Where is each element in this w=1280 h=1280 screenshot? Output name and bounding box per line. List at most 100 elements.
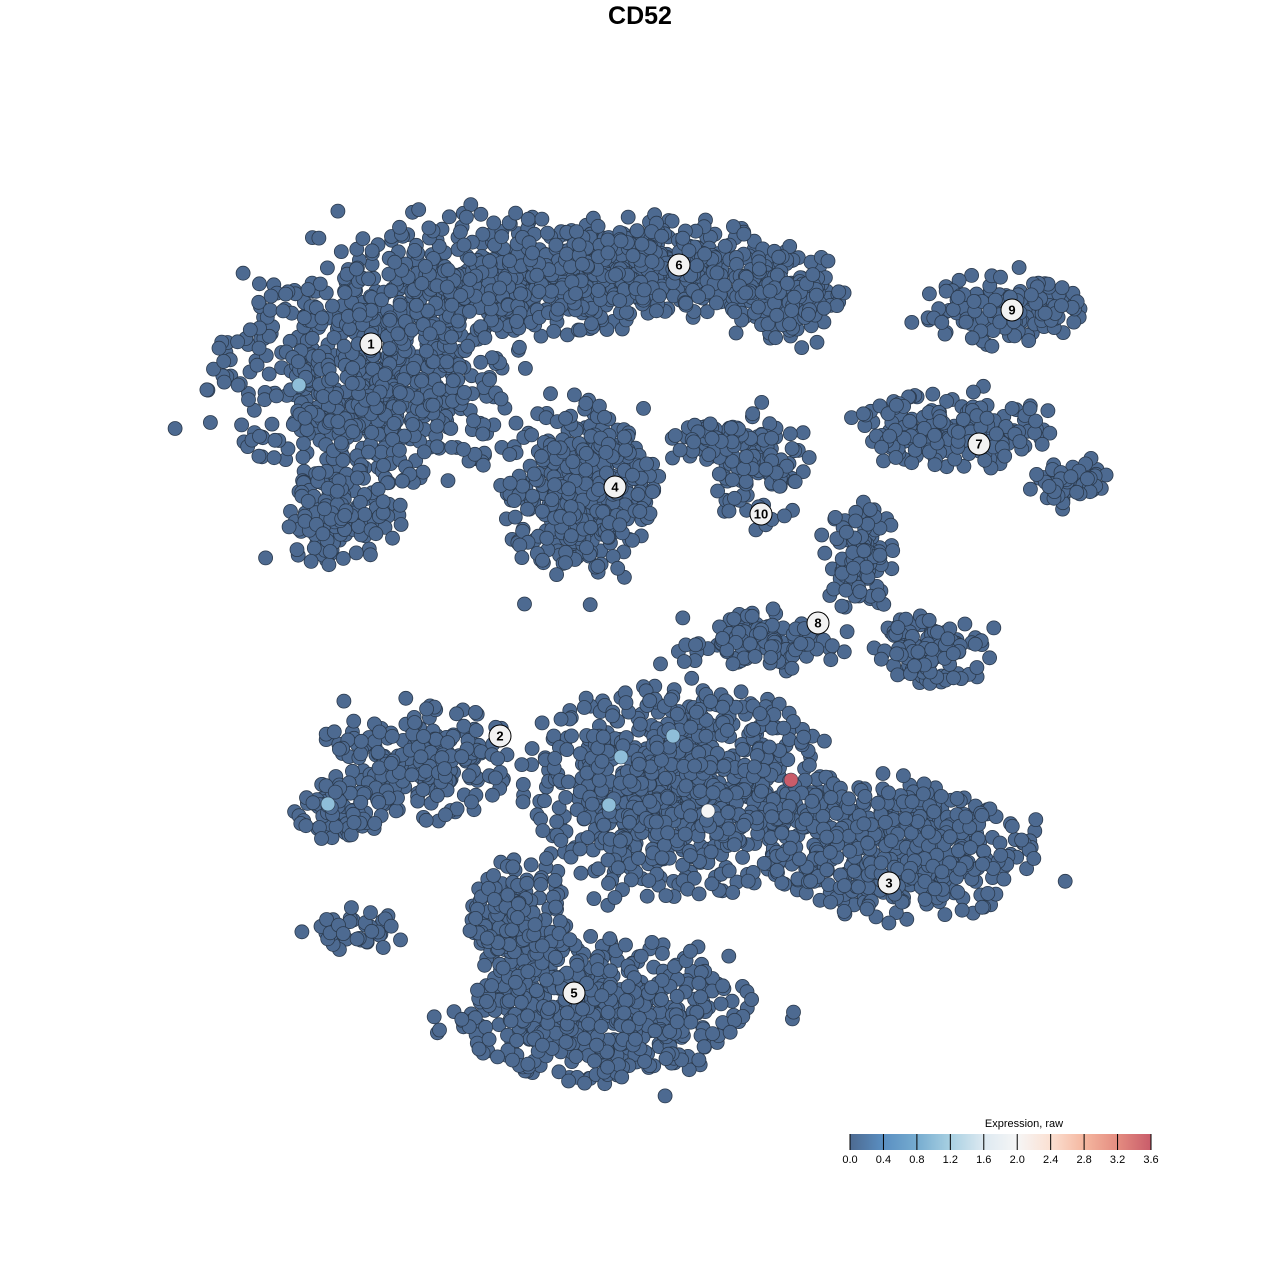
- cell-point: [407, 715, 423, 730]
- cell-point: [333, 435, 349, 451]
- cell-point: [534, 503, 550, 519]
- cell-point: [904, 314, 920, 330]
- cell-point: [754, 783, 769, 799]
- cell-point: [391, 400, 407, 416]
- cell-point: [786, 289, 802, 305]
- cell-point: [515, 478, 530, 494]
- cell-point: [327, 784, 343, 800]
- cell-point: [319, 260, 335, 276]
- cell-point: [381, 341, 397, 357]
- cell-point: [464, 794, 479, 810]
- cell-point: [456, 384, 472, 400]
- cell-point: [809, 287, 824, 303]
- cell-point: [727, 490, 742, 506]
- cell-point: [492, 280, 508, 296]
- cell-point: [871, 587, 886, 603]
- cell-point: [782, 426, 798, 442]
- cell-point: [306, 540, 322, 556]
- cell-point: [583, 929, 598, 944]
- cell-point: [993, 269, 1008, 285]
- cell-point: [567, 387, 582, 403]
- cell-point: [365, 391, 381, 407]
- cell-point: [982, 302, 998, 318]
- cell-point: [979, 410, 995, 426]
- cell-point: [462, 272, 478, 287]
- cell-point: [827, 510, 843, 525]
- cell-point: [683, 848, 698, 863]
- cell-point: [1069, 484, 1085, 500]
- cell-point: [728, 325, 744, 341]
- cell-point: [383, 756, 399, 771]
- cell-point: [439, 279, 455, 295]
- cell-point: [1012, 434, 1028, 450]
- cell-point: [696, 1039, 712, 1055]
- cell-point: [392, 497, 408, 513]
- cell-point: [452, 224, 468, 240]
- cell-point: [672, 442, 688, 458]
- cell-point: [823, 652, 839, 668]
- cell-point: [571, 237, 587, 253]
- cell-point: [636, 400, 651, 416]
- cell-point: [477, 330, 493, 346]
- cell-point: [431, 381, 447, 397]
- cell-point: [676, 654, 692, 669]
- cell-point: [658, 888, 674, 903]
- cell-point: [779, 275, 795, 291]
- cell-point: [444, 329, 459, 345]
- cell-point: [735, 850, 750, 865]
- cell-point: [431, 238, 447, 254]
- cell-point: [745, 406, 761, 422]
- cell-point: [637, 1054, 652, 1069]
- cell-point: [559, 246, 574, 262]
- cell-point: [515, 794, 531, 810]
- cell-point: [211, 340, 227, 356]
- cell-point: [701, 447, 717, 463]
- cell-point: [316, 501, 332, 517]
- cell-point: [484, 787, 500, 803]
- cell-point: [534, 715, 550, 731]
- cell-point: [678, 295, 694, 311]
- cell-point: [199, 382, 215, 398]
- cell-point: [312, 276, 328, 292]
- cell-point: [720, 805, 736, 820]
- cell-point: [608, 267, 623, 283]
- cell-point: [290, 354, 306, 370]
- cell-point: [392, 385, 408, 401]
- cell-point: [385, 431, 401, 447]
- cell-point: [945, 646, 961, 661]
- cell-point: [278, 286, 294, 302]
- cell-point: [683, 719, 699, 735]
- cell-point: [569, 224, 584, 240]
- cell-point: [419, 701, 435, 717]
- cell-point: [1023, 481, 1038, 497]
- cell-point: [416, 444, 432, 460]
- cell-point: [525, 245, 540, 261]
- cell-point: [852, 584, 868, 599]
- cell-point: [437, 807, 453, 823]
- cell-point: [610, 560, 626, 576]
- cell-point: [514, 757, 530, 772]
- cell-point: [645, 484, 660, 500]
- cell-point: [443, 421, 459, 436]
- cell-point: [717, 277, 732, 293]
- cell-point: [765, 601, 781, 617]
- cell-point: [763, 650, 779, 665]
- cell-point: [746, 721, 761, 737]
- cell-point: [622, 773, 638, 789]
- cell-point: [1011, 260, 1027, 275]
- cell-point: [275, 303, 291, 319]
- cell-point: [468, 705, 483, 720]
- cell-point: [950, 424, 966, 440]
- cell-point: [473, 206, 489, 222]
- cell-point: [251, 448, 267, 464]
- cell-point: [517, 596, 532, 612]
- cell-point: [784, 660, 800, 676]
- cell-point: [377, 367, 393, 383]
- cell-point: [725, 472, 740, 488]
- cell-point: [415, 782, 431, 797]
- cell-point: [349, 261, 364, 277]
- cell-point: [764, 430, 779, 446]
- cell-point: [368, 526, 384, 542]
- cell-point: [544, 492, 560, 508]
- cell-point: [618, 937, 633, 953]
